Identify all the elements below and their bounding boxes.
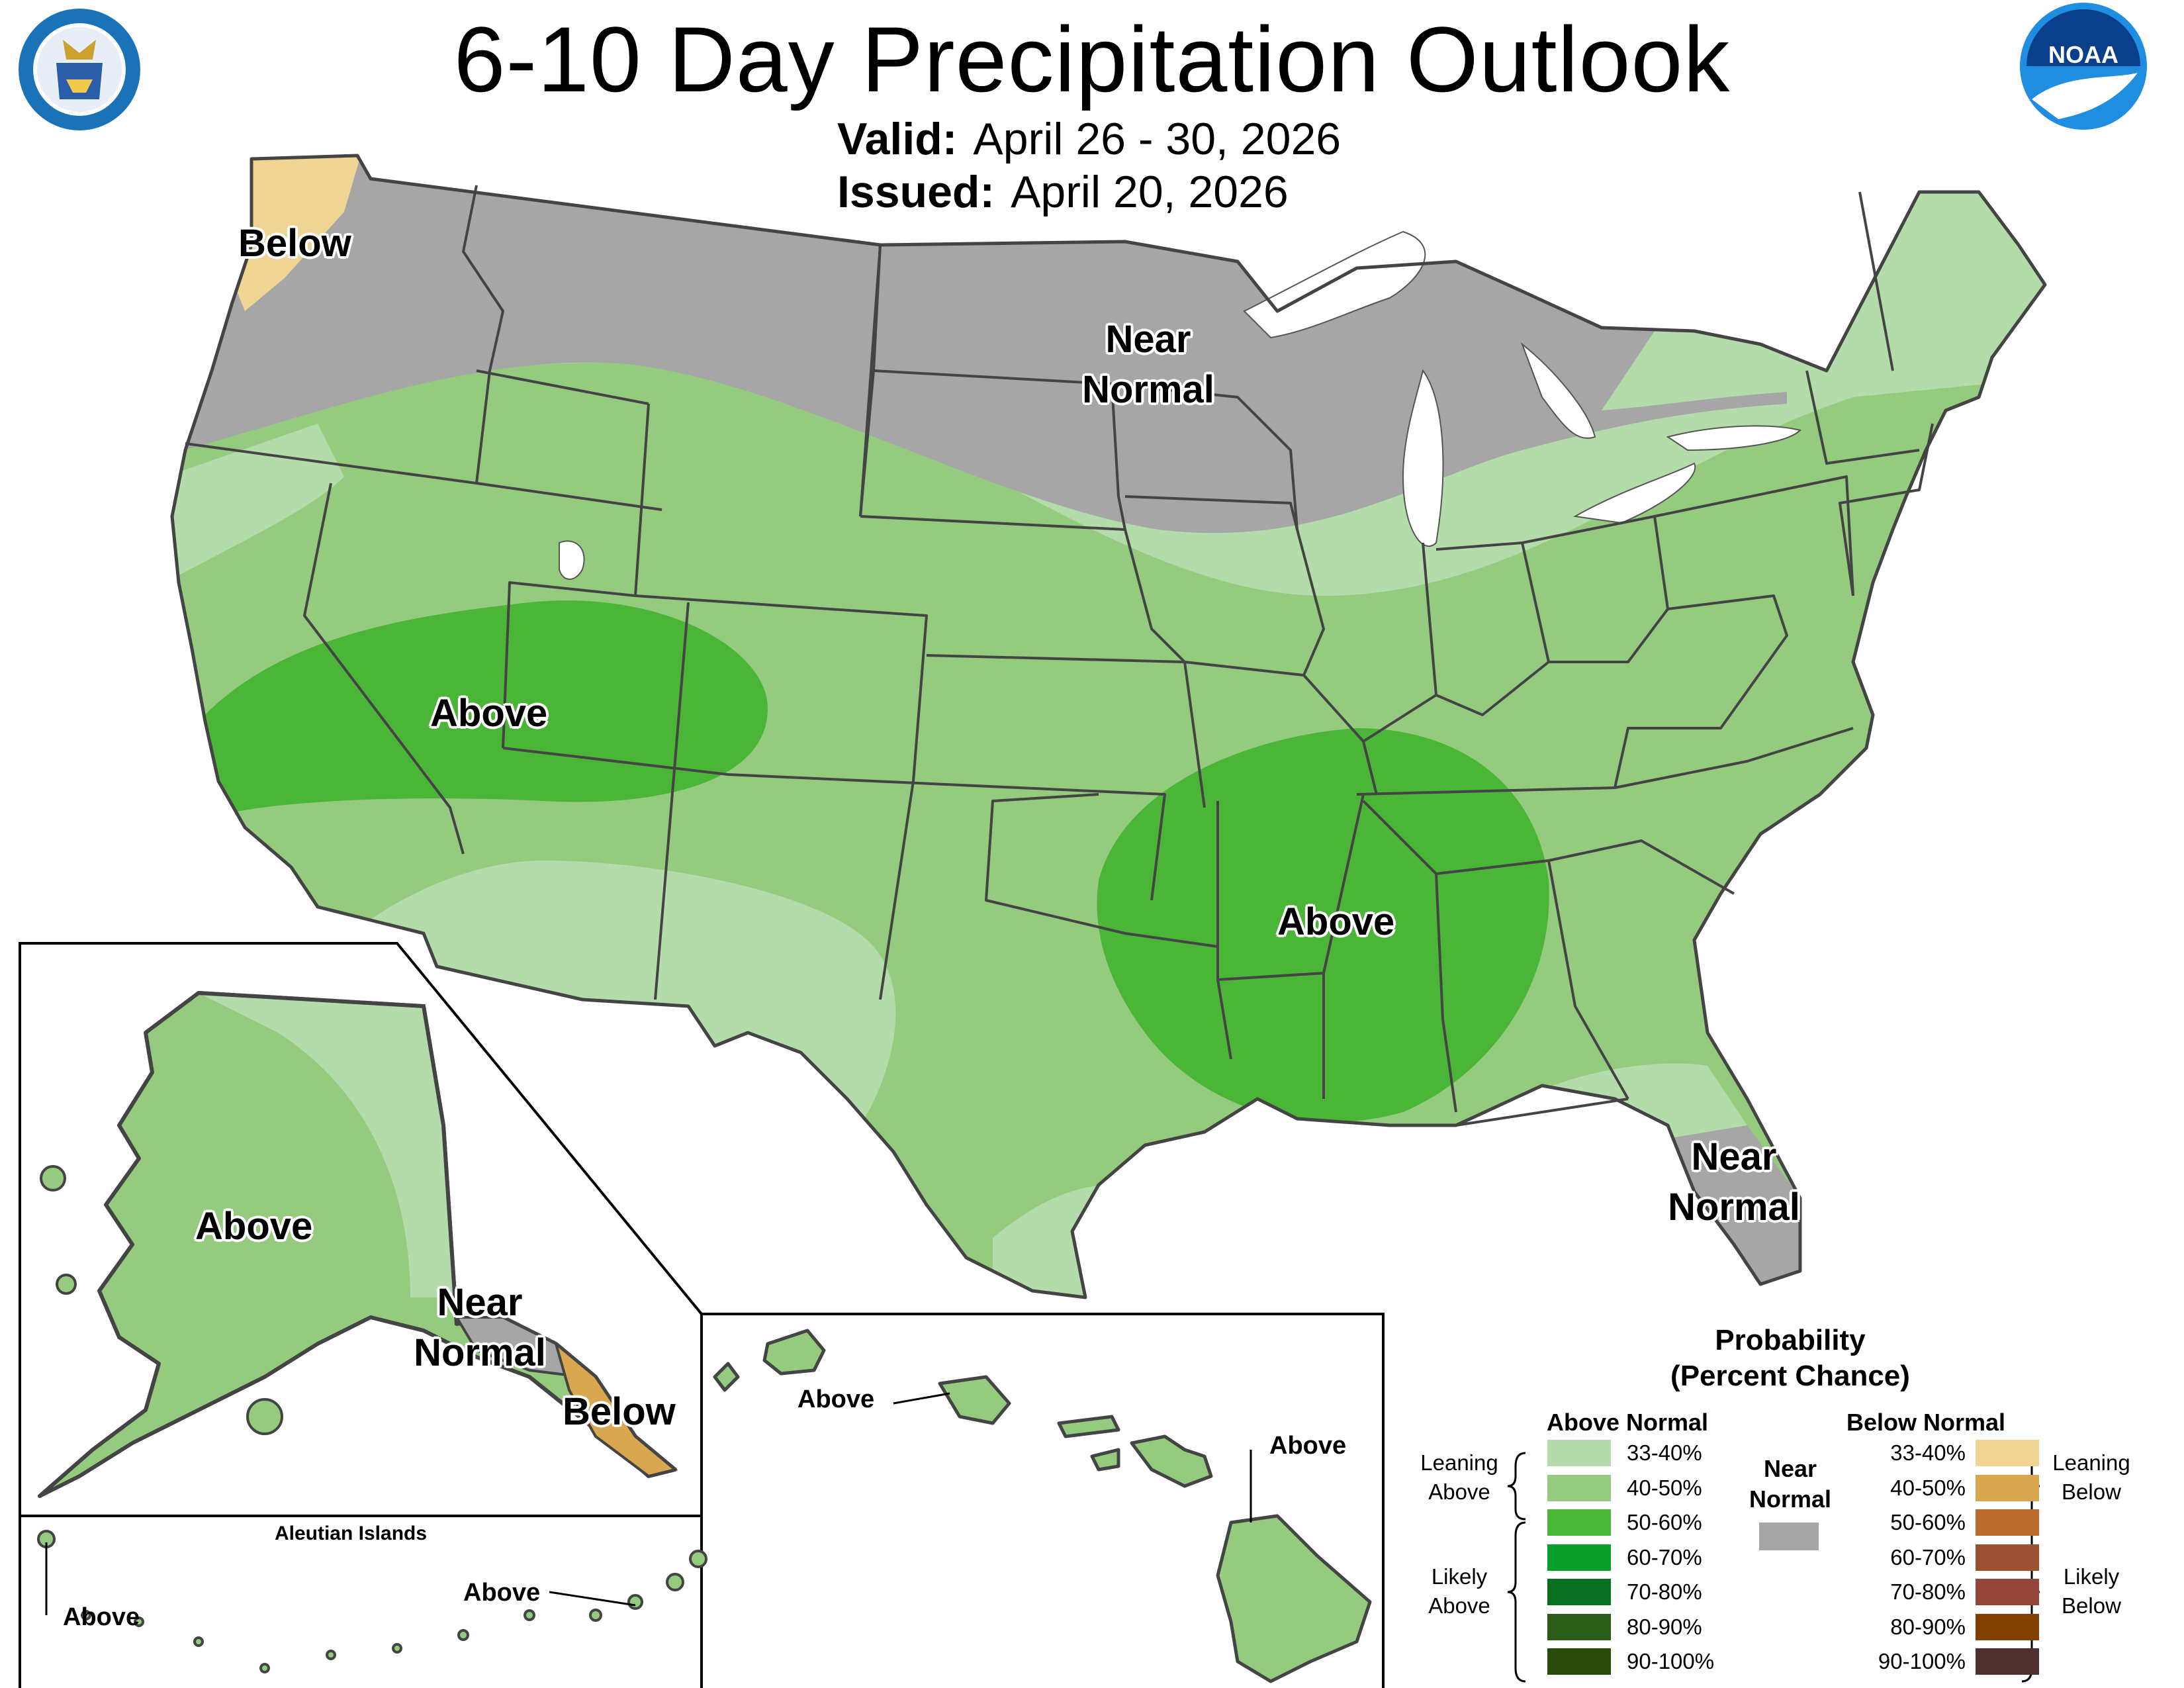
legend-below-range-label-1: 40-50% xyxy=(1890,1475,1966,1500)
label-conus-near-normal-north: Near Normal xyxy=(1082,318,1214,411)
legend-below-swatch-2 xyxy=(1976,1509,2039,1536)
legend-above-range-label-0: 33-40% xyxy=(1627,1440,1702,1465)
label-conus-near-normal-fl: Near Normal xyxy=(1668,1135,1800,1229)
legend-below-range-label-2: 50-60% xyxy=(1890,1510,1966,1534)
legend-above-swatch-5 xyxy=(1547,1613,1611,1640)
legend-leaning-below: Leaning Below xyxy=(2052,1450,2130,1504)
label-hawaii-above-big-island: Above xyxy=(1269,1432,1347,1460)
legend-below-swatch-1 xyxy=(1976,1474,2039,1501)
legend-near-header: Near Normal xyxy=(1749,1455,1832,1513)
aleutian-title: Aleutian Islands xyxy=(274,1523,428,1544)
legend-above-range-label-3: 60-70% xyxy=(1627,1544,1702,1570)
legend-above-swatch-3 xyxy=(1547,1544,1611,1571)
legend-below-range-label-6: 90-100% xyxy=(1878,1649,1966,1673)
noaa-logo: NOAA xyxy=(2020,3,2147,130)
legend-below-swatch-0 xyxy=(1976,1440,2039,1466)
legend-above-range-label-4: 70-80% xyxy=(1627,1579,1702,1604)
legend-above-swatch-1 xyxy=(1547,1474,1611,1501)
legend-leaning-above: Leaning Above xyxy=(1420,1450,1498,1504)
legend-below-swatch-5 xyxy=(1976,1613,2039,1640)
legend-above-rows: 33-40% 40-50% 50-60% 60-70% 70-80% 80-90% 90-1… xyxy=(1547,1440,1746,1685)
legend-likely-below: Likely Below xyxy=(2062,1564,2121,1618)
legend-below-rows: 33-40% 40-50% 50-60% 60-70% 70-80% 80-90% 90-1… xyxy=(1866,1440,2039,1685)
page-title: 6-10 Day Precipitation Outlook xyxy=(453,7,1731,111)
legend-title: Probability (Percent Chance) xyxy=(1670,1324,1910,1392)
legend-below-range-label-5: 80-90% xyxy=(1890,1614,1966,1639)
issued-label: Issued: xyxy=(837,167,995,217)
label-alaska-above: Above xyxy=(195,1205,313,1248)
legend-below-range-label-4: 70-80% xyxy=(1890,1579,1966,1604)
legend-below-header: Below Normal xyxy=(1846,1409,2006,1436)
legend-below-range-label-3: 60-70% xyxy=(1890,1544,1966,1570)
valid-dates: April 26 - 30, 2026 xyxy=(973,114,1342,164)
label-alaska-below: Below xyxy=(563,1390,676,1433)
legend-below-swatch-4 xyxy=(1976,1579,2039,1605)
legend-above-swatch-4 xyxy=(1547,1579,1611,1605)
label-conus-below-nw: Below xyxy=(238,222,351,265)
issued-date: April 20, 2026 xyxy=(1011,167,1289,217)
commerce-seal-logo xyxy=(19,9,140,130)
legend-below-swatch-6 xyxy=(1976,1648,2039,1675)
legend-below-range-label-0: 33-40% xyxy=(1890,1440,1966,1465)
svg-text:NOAA: NOAA xyxy=(2048,41,2118,68)
legend-above-range-label-5: 80-90% xyxy=(1627,1614,1702,1639)
legend-near-normal-swatch xyxy=(1759,1523,1819,1550)
label-conus-above-south: Above xyxy=(1277,900,1395,943)
valid-line: Valid: April 26 - 30, 2026 xyxy=(837,113,1341,165)
issued-line: Issued: April 20, 2026 xyxy=(837,165,1289,218)
label-hawaii-above-oahu: Above xyxy=(797,1385,875,1413)
legend-likely-above: Likely Above xyxy=(1428,1564,1490,1618)
legend-above-swatch-2 xyxy=(1547,1509,1611,1536)
legend-below-swatch-3 xyxy=(1976,1544,2039,1571)
label-aleutian-above-west: Above xyxy=(63,1603,140,1631)
legend-above-range-label-6: 90-100% xyxy=(1627,1649,1715,1673)
label-aleutian-above-east: Above xyxy=(463,1579,541,1607)
legend-above-range-label-2: 50-60% xyxy=(1627,1510,1702,1534)
legend-above-swatch-0 xyxy=(1547,1440,1611,1466)
legend-above-range-label-1: 40-50% xyxy=(1627,1475,1702,1500)
label-alaska-near-normal: Near Normal xyxy=(414,1281,546,1374)
legend-above-swatch-6 xyxy=(1547,1648,1611,1675)
label-conus-above-west: Above xyxy=(430,692,548,735)
legend-above-header: Above Normal xyxy=(1547,1409,1709,1436)
valid-label: Valid: xyxy=(837,114,958,164)
